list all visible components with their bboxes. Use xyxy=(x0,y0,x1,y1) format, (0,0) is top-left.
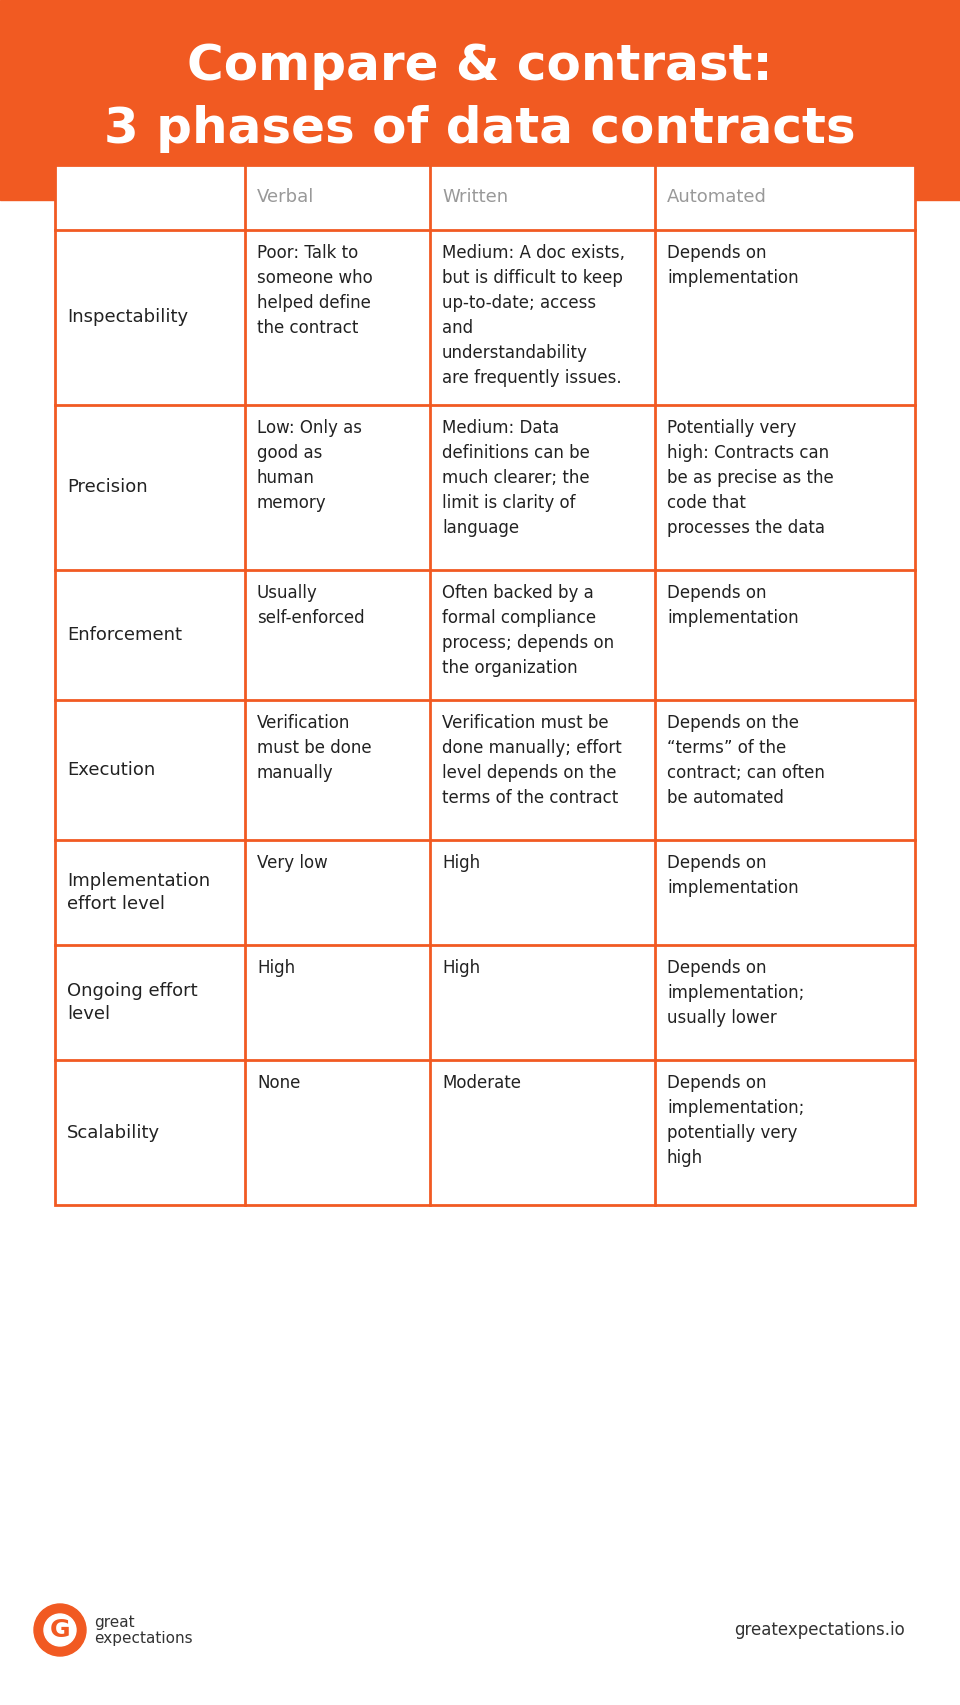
Circle shape xyxy=(34,1604,86,1656)
Text: Potentially very
high: Contracts can
be as precise as the
code that
processes th: Potentially very high: Contracts can be … xyxy=(667,419,833,537)
Text: Very low: Very low xyxy=(257,854,327,871)
Text: Depends on
implementation: Depends on implementation xyxy=(667,854,799,897)
Text: Depends on
implementation;
usually lower: Depends on implementation; usually lower xyxy=(667,958,804,1026)
Text: Ongoing effort
level: Ongoing effort level xyxy=(67,982,198,1023)
Text: High: High xyxy=(257,958,295,977)
Text: None: None xyxy=(257,1074,300,1091)
Circle shape xyxy=(44,1615,76,1645)
Text: Often backed by a
formal compliance
process; depends on
the organization: Often backed by a formal compliance proc… xyxy=(442,585,614,677)
Text: Compare & contrast:: Compare & contrast: xyxy=(187,43,773,90)
Text: Implementation
effort level: Implementation effort level xyxy=(67,871,210,914)
Text: Depends on the
“terms” of the
contract; can often
be automated: Depends on the “terms” of the contract; … xyxy=(667,714,825,806)
Text: Depends on
implementation: Depends on implementation xyxy=(667,244,799,286)
Text: Execution: Execution xyxy=(67,760,156,779)
Text: expectations: expectations xyxy=(94,1630,193,1645)
Text: Automated: Automated xyxy=(667,189,767,206)
Text: Depends on
implementation;
potentially very
high: Depends on implementation; potentially v… xyxy=(667,1074,804,1166)
Text: 3 phases of data contracts: 3 phases of data contracts xyxy=(105,106,855,153)
Text: Verification must be
done manually; effort
level depends on the
terms of the con: Verification must be done manually; effo… xyxy=(442,714,622,806)
Text: Moderate: Moderate xyxy=(442,1074,521,1091)
Bar xyxy=(0,0,960,199)
Text: High: High xyxy=(442,958,480,977)
Text: Usually
self-enforced: Usually self-enforced xyxy=(257,585,365,627)
Text: Low: Only as
good as
human
memory: Low: Only as good as human memory xyxy=(257,419,362,512)
Text: Scalability: Scalability xyxy=(67,1124,160,1142)
Text: greatexpectations.io: greatexpectations.io xyxy=(734,1621,905,1639)
Text: G: G xyxy=(50,1618,70,1642)
Text: Poor: Talk to
someone who
helped define
the contract: Poor: Talk to someone who helped define … xyxy=(257,244,372,338)
Text: High: High xyxy=(442,854,480,871)
Text: Inspectability: Inspectability xyxy=(67,309,188,326)
Text: Medium: A doc exists,
but is difficult to keep
up-to-date; access
and
understand: Medium: A doc exists, but is difficult t… xyxy=(442,244,625,387)
Text: great: great xyxy=(94,1616,134,1630)
Text: Verification
must be done
manually: Verification must be done manually xyxy=(257,714,372,783)
Text: Medium: Data
definitions can be
much clearer; the
limit is clarity of
language: Medium: Data definitions can be much cle… xyxy=(442,419,589,537)
Text: Verbal: Verbal xyxy=(257,189,314,206)
Bar xyxy=(55,165,915,1205)
Text: Precision: Precision xyxy=(67,479,148,496)
Text: Depends on
implementation: Depends on implementation xyxy=(667,585,799,627)
Text: Written: Written xyxy=(442,189,508,206)
Text: Enforcement: Enforcement xyxy=(67,626,182,644)
